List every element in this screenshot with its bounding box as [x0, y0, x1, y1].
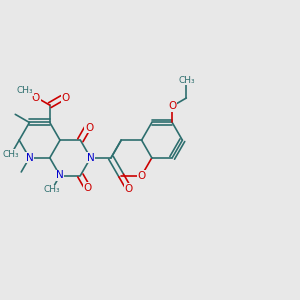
Text: N: N	[87, 153, 94, 163]
Text: O: O	[137, 170, 146, 181]
Text: N: N	[26, 153, 33, 163]
Text: O: O	[83, 183, 92, 193]
Text: CH₃: CH₃	[44, 185, 60, 194]
Text: O: O	[168, 101, 176, 111]
Text: O: O	[32, 93, 40, 103]
Text: CH₃: CH₃	[17, 86, 33, 95]
Text: N: N	[56, 170, 64, 181]
Text: CH₃: CH₃	[3, 150, 20, 159]
Text: O: O	[61, 93, 69, 103]
Text: O: O	[125, 184, 133, 194]
Text: O: O	[85, 123, 93, 133]
Text: CH₃: CH₃	[178, 76, 195, 85]
